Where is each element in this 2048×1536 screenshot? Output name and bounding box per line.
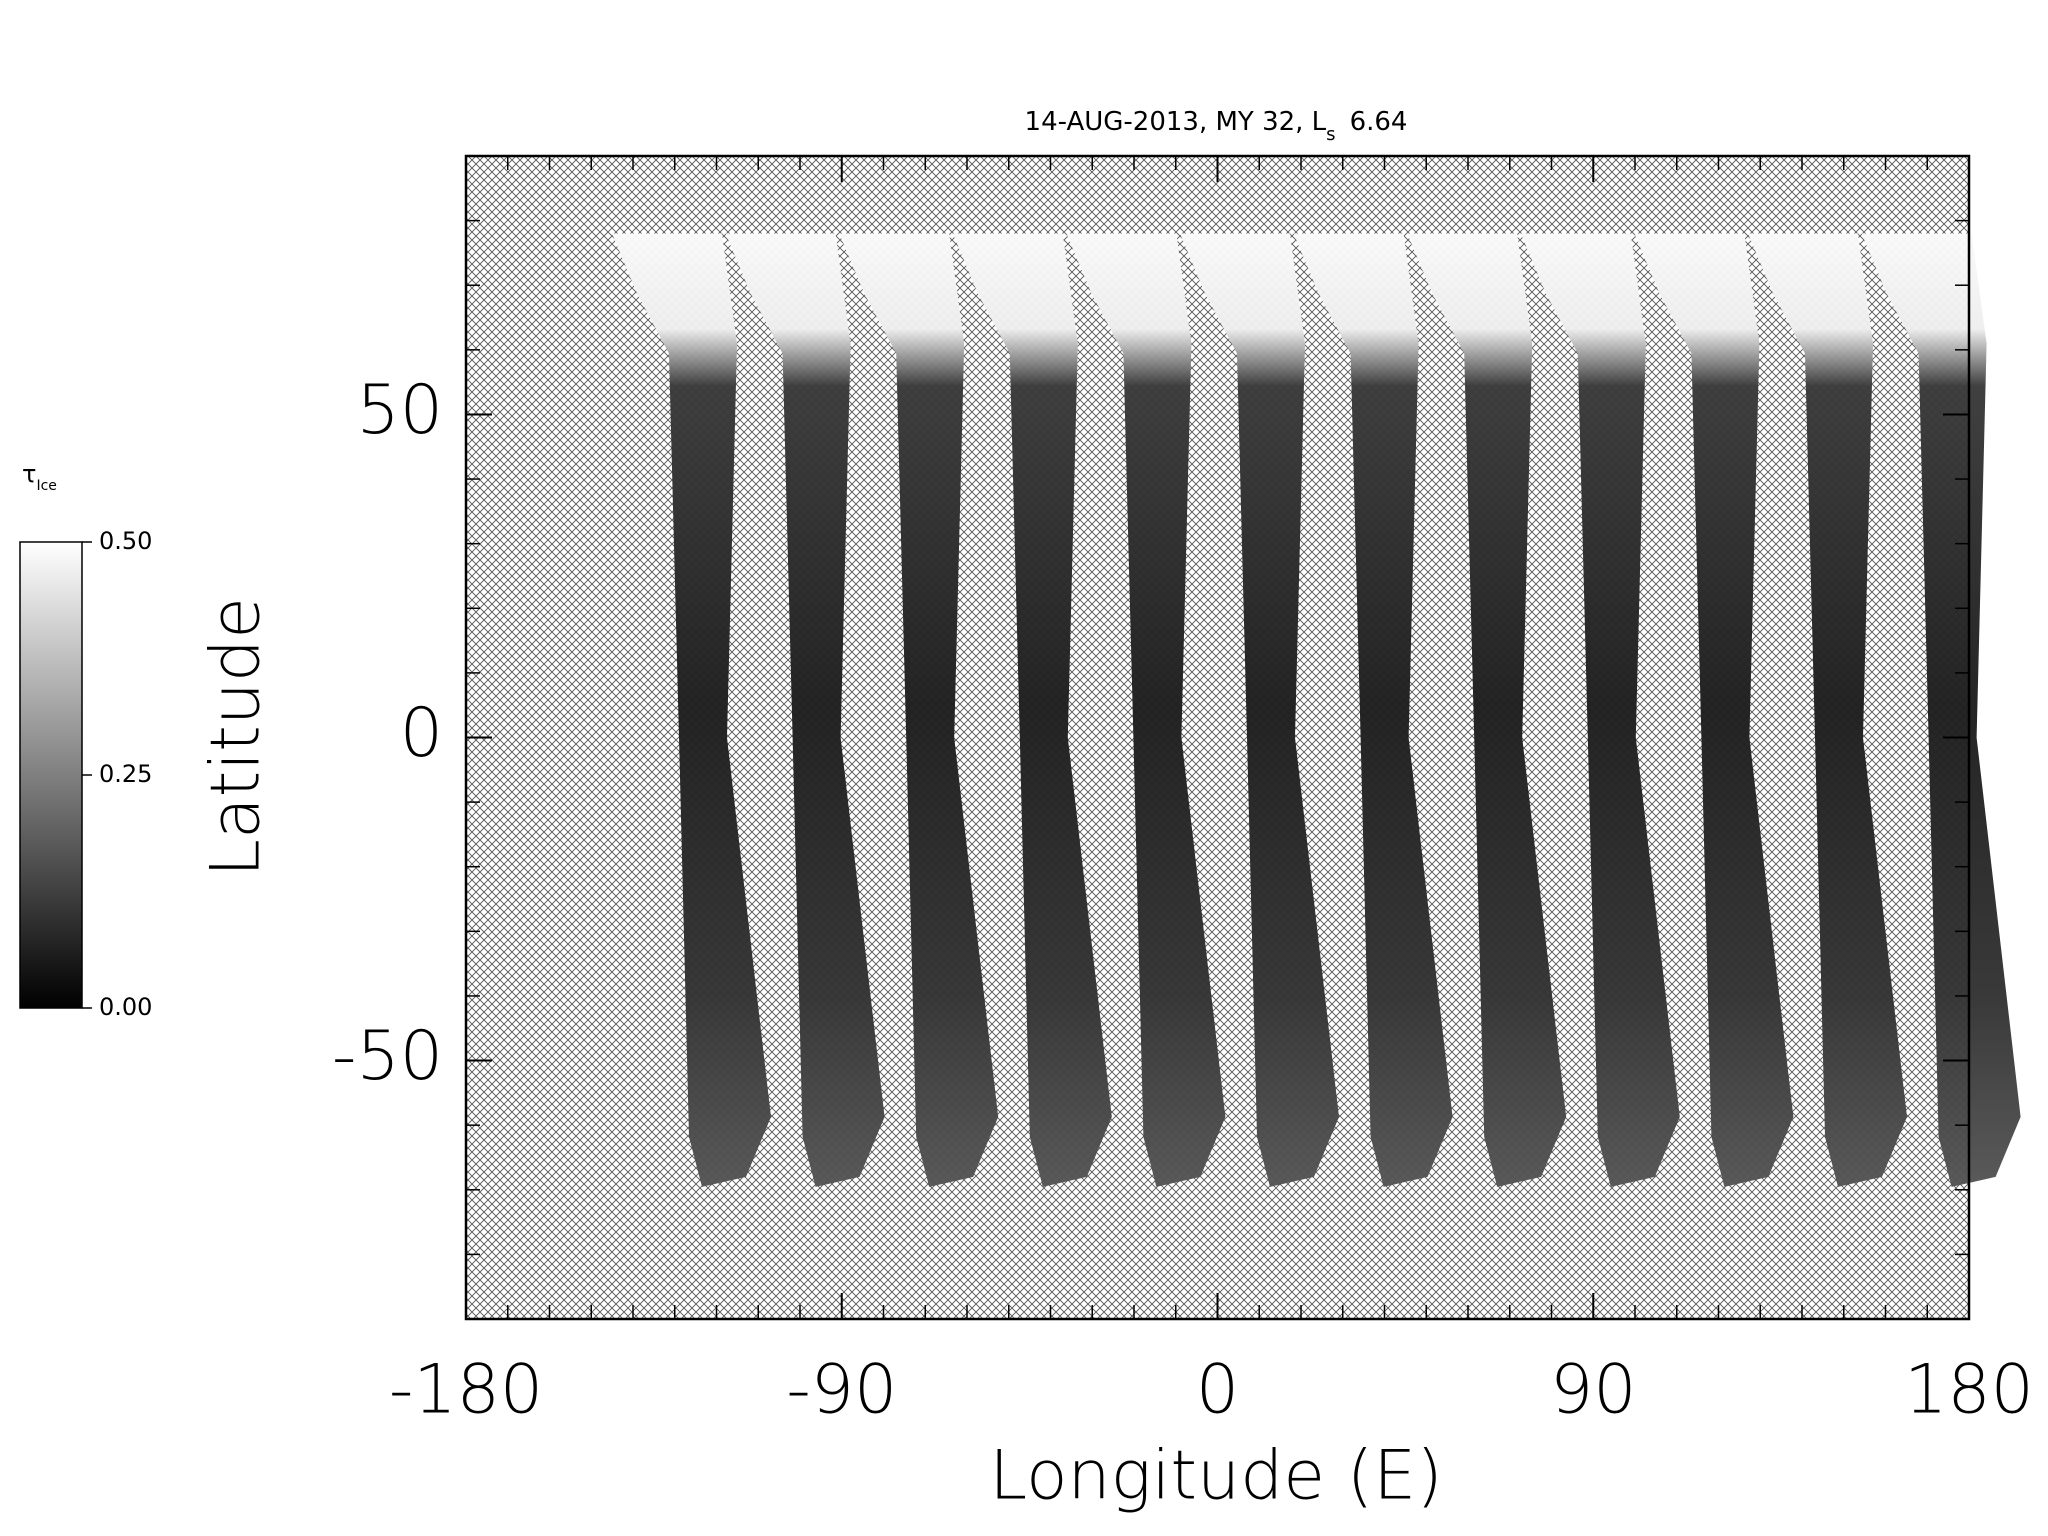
title-end: 6.64 <box>1350 107 1408 137</box>
swath <box>725 233 885 1187</box>
y-axis-label: Latitude <box>197 597 276 877</box>
swath <box>1748 233 1907 1187</box>
colorbar-tick-label: 0.25 <box>99 760 152 788</box>
swath <box>1066 233 1226 1187</box>
colorbar-tick-label: 0.50 <box>99 527 152 555</box>
x-tick-label: 0 <box>1196 1351 1239 1430</box>
chart-title: 14-AUG-2013, MY 32, Ls 6.64 <box>1025 107 1408 145</box>
swath <box>1520 233 1680 1187</box>
swath <box>1634 233 1794 1187</box>
colorbar-tick-label: 0.00 <box>99 993 152 1021</box>
colorbar-label-main: τ <box>22 460 36 488</box>
title-main: 14-AUG-2013, MY 32, L <box>1025 107 1327 137</box>
swath <box>1861 233 2021 1187</box>
x-tick-label: -180 <box>389 1351 543 1430</box>
swath <box>952 233 1112 1187</box>
x-tick-label: 90 <box>1550 1351 1637 1430</box>
swath <box>1180 233 1339 1187</box>
y-tick-label: -50 <box>332 1017 443 1096</box>
colorbar-label: τIce <box>22 460 57 494</box>
swath <box>612 233 771 1187</box>
swaths <box>612 233 2021 1187</box>
swath <box>839 233 999 1187</box>
x-axis-label: Longitude (E) <box>989 1437 1443 1516</box>
title-sub: s <box>1326 124 1335 145</box>
swath <box>1293 233 1453 1187</box>
colorbar-label-sub: Ice <box>36 478 56 494</box>
colorbar <box>19 541 83 1009</box>
x-tick-label: -90 <box>786 1351 897 1430</box>
y-tick-label: 50 <box>356 371 443 450</box>
y-tick-label: 0 <box>400 694 443 773</box>
x-tick-label: 180 <box>1904 1351 2034 1430</box>
swath <box>1407 233 1567 1187</box>
